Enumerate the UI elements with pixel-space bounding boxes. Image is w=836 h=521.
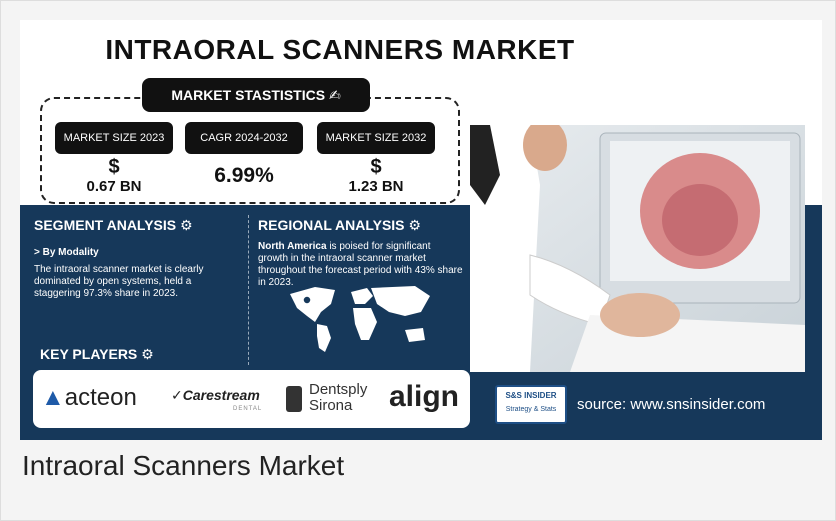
brand-name: S&S INSIDER: [497, 391, 565, 400]
stat-value: 0.67 BN: [55, 178, 173, 195]
segment-heading-text: SEGMENT ANALYSIS: [34, 217, 176, 233]
logo-text: Carestream: [183, 387, 260, 403]
brand-logo: S&S INSIDER Strategy & Stats: [495, 385, 567, 424]
caption: Intraoral Scanners Market: [22, 450, 344, 482]
logo-text: Sirona: [309, 398, 367, 414]
stat-label: CAGR 2024-2032: [185, 122, 303, 154]
segment-text: The intraoral scanner market is clearly …: [34, 264, 234, 300]
stat-label: MARKET SIZE 2023: [55, 122, 173, 154]
stat-value: 6.99%: [185, 164, 303, 188]
stats-heading-text: MARKET STASTISTICS: [171, 87, 325, 103]
logo-text: Dentsply: [309, 382, 367, 398]
logo-text: acteon: [65, 384, 137, 411]
stat-label: MARKET SIZE 2032: [317, 122, 435, 154]
stat-currency: $: [55, 156, 173, 179]
logo: ✓Carestream: [171, 387, 260, 404]
key-players-heading: KEY PLAYERS ⚙: [40, 346, 154, 363]
logo-mark: [286, 386, 302, 412]
logo: ▲acteon: [41, 384, 137, 412]
key-players-heading-text: KEY PLAYERS: [40, 346, 137, 362]
stat-currency: $: [317, 156, 435, 179]
stat-value: 1.23 BN: [317, 178, 435, 195]
world-map: [285, 282, 435, 354]
source: source: www.snsinsider.com: [577, 396, 765, 413]
regional-heading-text: REGIONAL ANALYSIS: [258, 217, 405, 233]
photo: [470, 125, 805, 372]
stats-heading: MARKET STASTISTICS ✍: [142, 78, 370, 112]
infographic: INTRAORAL SCANNERS MARKET MARKET STASTIS…: [20, 20, 822, 440]
segment-heading: SEGMENT ANALYSIS ⚙: [34, 217, 193, 234]
divider: [248, 215, 249, 365]
title: INTRAORAL SCANNERS MARKET: [20, 34, 660, 66]
segment-subheading: > By Modality: [34, 247, 99, 259]
page: INTRAORAL SCANNERS MARKET MARKET STASTIS…: [0, 0, 836, 521]
logo-text: align: [389, 380, 459, 414]
region: North America: [258, 241, 327, 252]
regional-heading: REGIONAL ANALYSIS ⚙: [258, 217, 421, 234]
logo-sub: DENTAL: [233, 406, 262, 412]
brand-tagline: Strategy & Stats: [497, 406, 565, 413]
